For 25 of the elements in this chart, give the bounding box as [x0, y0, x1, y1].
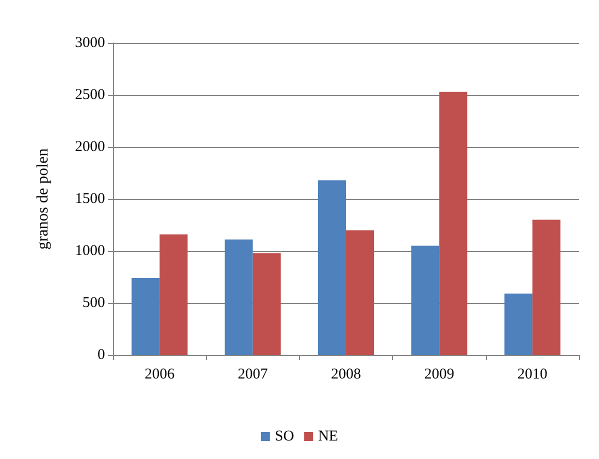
legend-label: NE: [318, 428, 338, 444]
x-tick-label: 2006: [144, 366, 176, 382]
bar: [532, 220, 560, 355]
bar: [252, 253, 281, 355]
y-tick-label: 3000: [75, 35, 105, 51]
bar: [224, 240, 253, 355]
bar: [160, 234, 188, 355]
legend-label: SO: [274, 428, 294, 444]
x-tick-label: 2007: [238, 366, 268, 382]
bar: [346, 230, 374, 355]
x-tick-label: 2008: [331, 366, 361, 382]
bar: [411, 246, 440, 355]
y-tick-label: 500: [82, 295, 105, 311]
y-tick-label: 2000: [75, 139, 105, 155]
bar: [504, 294, 532, 355]
y-tick-label: 1500: [75, 191, 105, 207]
bar: [439, 92, 468, 355]
y-tick-label: 2500: [75, 87, 105, 103]
x-tick-label: 2010: [517, 366, 548, 382]
bar: [318, 180, 346, 355]
y-axis-title: granos de polen: [34, 148, 52, 250]
bar: [132, 278, 160, 355]
y-tick-label: 0: [98, 347, 105, 363]
y-tick-label: 1000: [75, 243, 105, 259]
x-tick-label: 2009: [424, 366, 454, 382]
